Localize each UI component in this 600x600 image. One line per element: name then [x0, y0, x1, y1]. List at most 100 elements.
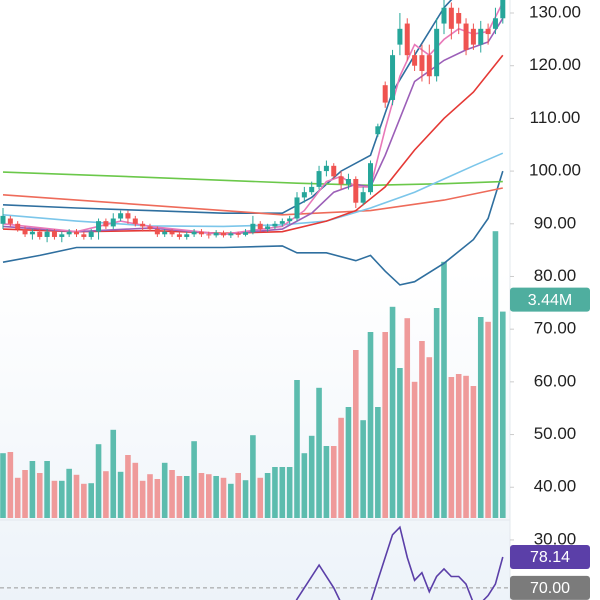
overlay-layer	[2, 0, 504, 286]
candle-body	[382, 85, 388, 103]
candle-body	[110, 218, 116, 227]
volume-bar	[470, 386, 477, 518]
candle-body	[360, 192, 366, 203]
volume-bar	[183, 476, 190, 518]
candle-body	[81, 234, 87, 237]
volume-bar	[338, 417, 344, 518]
volume-bar	[117, 471, 124, 518]
volume-bar	[176, 476, 183, 518]
y-tick-label: 80.00	[534, 266, 577, 285]
candle-body	[478, 28, 484, 45]
volume-layer	[0, 231, 506, 518]
volume-bar	[308, 435, 315, 518]
candle-body	[390, 55, 396, 100]
candle-body	[88, 231, 94, 237]
volume-bar	[286, 467, 293, 518]
candle-body	[169, 231, 175, 235]
volume-bar	[228, 483, 234, 518]
candle-body	[426, 55, 432, 77]
volume-bar	[132, 462, 139, 518]
volume-bar	[14, 477, 21, 518]
candle-body	[191, 231, 197, 235]
candle-body	[338, 176, 344, 185]
volume-bar	[44, 461, 50, 518]
candle-body	[198, 231, 204, 235]
candle-body	[448, 7, 454, 29]
rsi-line	[295, 525, 504, 600]
volume-bar	[389, 306, 396, 518]
volume-bar	[500, 311, 506, 518]
candle-body	[125, 213, 131, 219]
volume-bar	[264, 473, 271, 518]
volume-bar	[345, 407, 352, 518]
volume-bar	[367, 332, 374, 518]
volume-bar	[198, 473, 205, 518]
candle-body	[485, 28, 491, 35]
volume-bar	[0, 453, 6, 518]
candle-body	[162, 231, 168, 235]
axis-layer: 130.00 120.00 110.00 100.00 90.00 80.00 70.00 6…	[510, 2, 590, 600]
candle-body	[154, 229, 160, 235]
candle-body	[492, 18, 498, 29]
candle-body	[419, 55, 425, 71]
volume-label-box	[510, 287, 590, 312]
y-tick-label: 120.00	[529, 55, 581, 74]
volume-bar	[29, 461, 36, 518]
volume-bar	[220, 477, 227, 518]
candle-body	[250, 223, 256, 233]
candle-body	[331, 165, 337, 177]
candle-body	[375, 126, 381, 135]
candle-body	[272, 223, 278, 227]
overlay-line	[2, 170, 504, 286]
candle-body	[243, 232, 249, 235]
overlay-line	[2, 187, 503, 216]
volume-bar	[242, 480, 249, 518]
volume-bar	[316, 387, 322, 518]
candle-body	[118, 213, 124, 219]
volume-bar	[426, 357, 433, 518]
volume-bar	[375, 407, 381, 518]
rsi-layer	[0, 525, 510, 600]
volume-bar	[353, 350, 359, 518]
y-tick-label: 110.00	[530, 108, 581, 127]
volume-bar	[301, 453, 308, 518]
candle-body	[412, 55, 418, 66]
candle-body	[301, 192, 307, 198]
volume-bar	[36, 473, 43, 518]
candle-body	[147, 226, 153, 230]
volume-bar	[433, 308, 440, 518]
volume-bar	[360, 420, 366, 518]
candle-body	[500, 0, 506, 19]
y-tick-label: 30.00	[534, 529, 577, 548]
candle-body	[51, 231, 57, 237]
volume-bar	[95, 444, 102, 518]
candle-body	[404, 23, 410, 56]
volume-bar	[22, 470, 28, 518]
rsi-level-label-box	[510, 575, 590, 600]
candle-body	[22, 229, 28, 235]
volume-bar	[51, 480, 58, 518]
candle-body	[470, 28, 476, 45]
overlay-line	[2, 54, 504, 235]
candle-body	[309, 186, 315, 193]
candle-layer	[0, 0, 506, 243]
volume-bar	[139, 480, 146, 518]
volume-bar	[272, 467, 278, 518]
candle-body	[235, 233, 241, 235]
candle-body	[287, 218, 293, 222]
volume-bar	[59, 480, 65, 518]
y-tick-label: 100.00	[529, 161, 581, 180]
volume-label: 3.44M	[528, 292, 572, 309]
candle-body	[257, 223, 263, 230]
y-tick-label: 90.00	[534, 213, 577, 232]
y-tick-label: 40.00	[534, 477, 577, 496]
rsi-label-box	[510, 545, 590, 570]
volume-bar	[463, 375, 469, 518]
candle-body	[397, 28, 403, 45]
volume-bar	[66, 468, 72, 518]
volume-bar	[294, 380, 300, 518]
candle-body	[456, 13, 462, 24]
candle-body	[0, 215, 6, 224]
